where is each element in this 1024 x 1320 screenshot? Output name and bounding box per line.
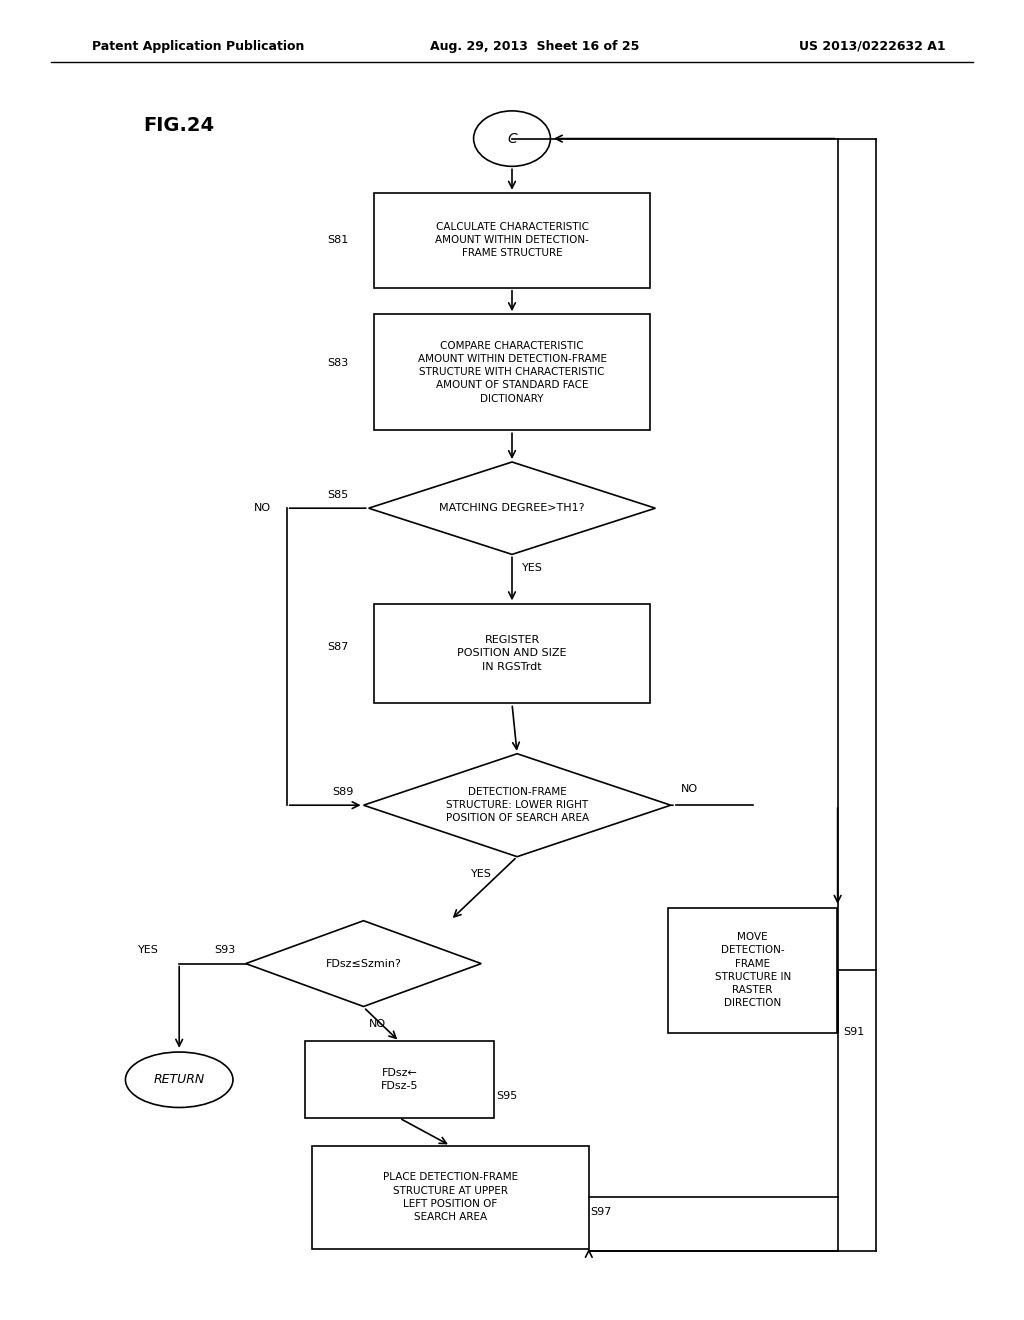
Text: S95: S95 [497, 1090, 518, 1101]
Text: DETECTION-FRAME
STRUCTURE: LOWER RIGHT
POSITION OF SEARCH AREA: DETECTION-FRAME STRUCTURE: LOWER RIGHT P… [445, 787, 589, 824]
Text: REGISTER
POSITION AND SIZE
IN RGSTrdt: REGISTER POSITION AND SIZE IN RGSTrdt [458, 635, 566, 672]
Text: US 2013/0222632 A1: US 2013/0222632 A1 [799, 40, 945, 53]
FancyBboxPatch shape [312, 1146, 589, 1249]
Text: S83: S83 [327, 358, 348, 368]
Text: NO: NO [681, 784, 698, 795]
Text: FDsz≤Szmin?: FDsz≤Szmin? [326, 958, 401, 969]
Text: COMPARE CHARACTERISTIC
AMOUNT WITHIN DETECTION-FRAME
STRUCTURE WITH CHARACTERIST: COMPARE CHARACTERISTIC AMOUNT WITHIN DET… [418, 341, 606, 404]
FancyBboxPatch shape [374, 314, 650, 430]
Text: S89: S89 [332, 787, 353, 797]
Polygon shape [369, 462, 655, 554]
Text: MATCHING DEGREE>TH1?: MATCHING DEGREE>TH1? [439, 503, 585, 513]
Text: FIG.24: FIG.24 [143, 116, 214, 135]
Text: CALCULATE CHARACTERISTIC
AMOUNT WITHIN DETECTION-
FRAME STRUCTURE: CALCULATE CHARACTERISTIC AMOUNT WITHIN D… [435, 222, 589, 259]
Ellipse shape [473, 111, 551, 166]
Text: YES: YES [138, 945, 159, 956]
Text: NO: NO [254, 503, 271, 513]
Text: FDsz←
FDsz-5: FDsz← FDsz-5 [381, 1068, 418, 1092]
Text: YES: YES [471, 869, 492, 879]
Polygon shape [364, 754, 671, 857]
Text: S87: S87 [327, 642, 348, 652]
Text: YES: YES [522, 562, 543, 573]
Text: PLACE DETECTION-FRAME
STRUCTURE AT UPPER
LEFT POSITION OF
SEARCH AREA: PLACE DETECTION-FRAME STRUCTURE AT UPPER… [383, 1172, 518, 1222]
Text: C: C [507, 132, 517, 145]
FancyBboxPatch shape [305, 1041, 494, 1118]
Text: S93: S93 [214, 945, 236, 956]
Text: S97: S97 [590, 1206, 611, 1217]
Text: NO: NO [369, 1019, 386, 1030]
Text: MOVE
DETECTION-
FRAME
STRUCTURE IN
RASTER
DIRECTION: MOVE DETECTION- FRAME STRUCTURE IN RASTE… [715, 932, 791, 1008]
FancyBboxPatch shape [374, 605, 650, 702]
Ellipse shape [125, 1052, 232, 1107]
FancyBboxPatch shape [668, 908, 838, 1032]
FancyBboxPatch shape [374, 193, 650, 288]
Text: S81: S81 [327, 235, 348, 246]
Text: Aug. 29, 2013  Sheet 16 of 25: Aug. 29, 2013 Sheet 16 of 25 [430, 40, 639, 53]
Text: S91: S91 [843, 1027, 864, 1038]
Polygon shape [246, 921, 481, 1006]
Text: S85: S85 [327, 490, 348, 500]
Text: RETURN: RETURN [154, 1073, 205, 1086]
Text: Patent Application Publication: Patent Application Publication [92, 40, 304, 53]
